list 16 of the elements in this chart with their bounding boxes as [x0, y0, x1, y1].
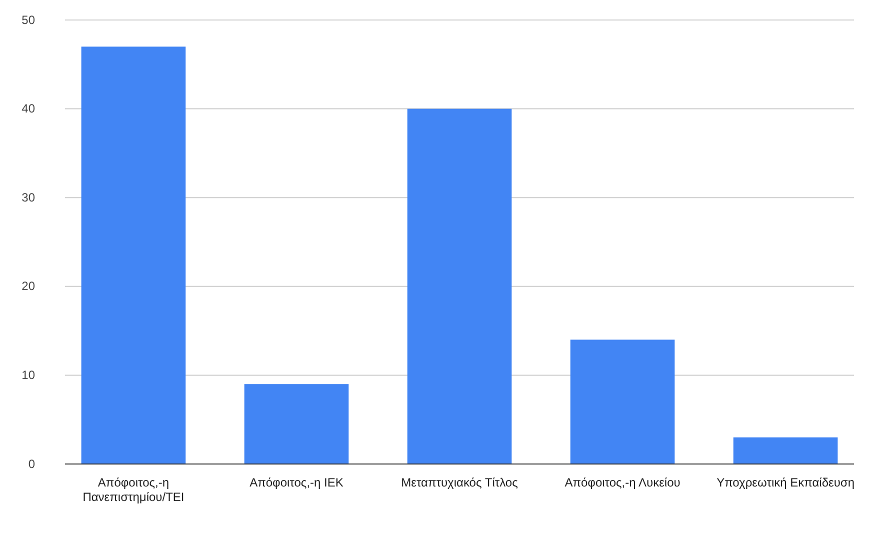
y-tick-label: 10 [22, 368, 36, 382]
x-tick-label: Απόφοιτος,-η ΙΕΚ [250, 476, 344, 490]
y-tick-label: 40 [22, 102, 36, 116]
bar [407, 108, 512, 464]
y-tick-label: 20 [22, 279, 36, 294]
x-tick-label: Μεταπτυχιακός Τίτλος [401, 476, 518, 490]
x-tick-label: Απόφοιτος,-η Λυκείου [564, 476, 680, 490]
bar [570, 340, 675, 464]
bar [733, 437, 838, 464]
bar [244, 384, 349, 464]
bar [81, 46, 186, 464]
y-tick-label: 50 [22, 12, 36, 27]
y-tick-label: 30 [22, 190, 36, 204]
x-tick-label: Απόφοιτος,-η Πανεπιστημίου/ΤΕΙ [82, 476, 184, 504]
x-tick-label: Υποχρεωτική Εκπαίδευση [716, 476, 855, 490]
y-tick-label: 0 [28, 456, 36, 471]
